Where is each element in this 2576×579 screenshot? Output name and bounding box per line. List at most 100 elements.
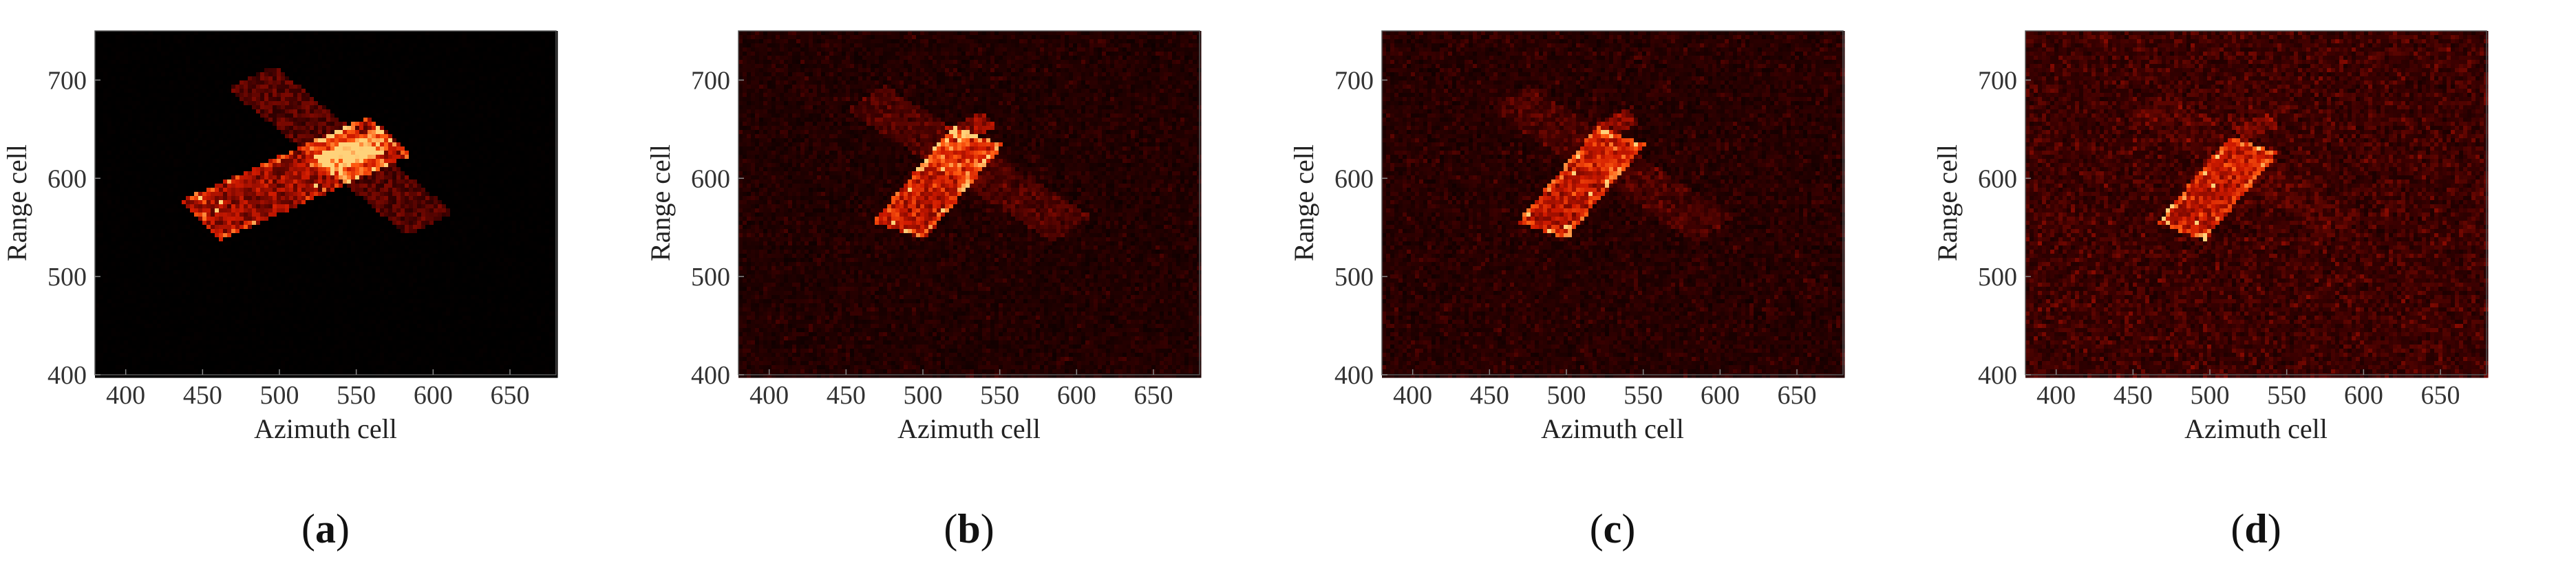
heatmap-cell xyxy=(99,43,104,48)
heatmap-cell xyxy=(103,146,108,151)
heatmap-cell xyxy=(165,43,170,48)
heatmap-cell xyxy=(425,163,430,168)
heatmap-cell xyxy=(306,39,310,44)
heatmap-cell xyxy=(537,109,542,114)
heatmap-cell xyxy=(363,43,368,48)
heatmap-cell xyxy=(450,171,455,176)
heatmap-cell xyxy=(520,130,525,135)
heatmap-cell xyxy=(277,146,281,151)
heatmap-cell xyxy=(475,126,480,131)
heatmap-cell xyxy=(512,126,517,131)
heatmap-cell xyxy=(173,134,178,139)
heatmap-cell xyxy=(359,134,364,139)
heatmap-cell xyxy=(215,101,220,106)
heatmap-cell xyxy=(380,85,385,89)
heatmap-cell xyxy=(541,188,546,193)
heatmap-cell xyxy=(107,163,112,168)
heatmap-cell xyxy=(496,208,500,213)
heatmap-cell xyxy=(223,76,228,81)
heatmap-cell xyxy=(347,109,352,114)
heatmap-cell xyxy=(145,101,149,106)
heatmap-cell xyxy=(529,105,533,110)
heatmap-cell xyxy=(140,39,145,44)
heatmap-cell xyxy=(194,130,199,135)
heatmap-cell xyxy=(326,43,331,48)
heatmap-cell xyxy=(244,72,248,77)
heatmap-cell xyxy=(384,72,389,77)
heatmap-cell xyxy=(359,151,364,155)
heatmap-cell xyxy=(491,47,496,52)
heatmap-cell xyxy=(458,179,463,184)
heatmap-cell xyxy=(434,76,438,81)
heatmap-cell xyxy=(355,105,360,110)
heatmap-cell xyxy=(297,184,302,188)
heatmap-cell xyxy=(438,179,443,184)
heatmap-cell xyxy=(524,72,529,77)
heatmap-cell xyxy=(223,56,228,61)
heatmap-cell xyxy=(446,130,451,135)
heatmap-cell xyxy=(153,155,158,160)
heatmap-cell xyxy=(111,184,116,188)
heatmap-cell xyxy=(372,122,376,127)
heatmap-cell xyxy=(95,89,100,94)
heatmap-cell xyxy=(252,204,257,209)
heatmap-cell xyxy=(401,68,405,73)
heatmap-cell xyxy=(95,60,100,65)
heatmap-cell xyxy=(491,155,496,160)
heatmap-cell xyxy=(111,101,116,106)
heatmap-cell xyxy=(314,126,319,131)
heatmap-cell xyxy=(244,159,248,164)
heatmap-cell xyxy=(153,52,158,56)
heatmap-cell xyxy=(322,146,327,151)
heatmap-cell xyxy=(334,39,339,44)
heatmap-cell xyxy=(446,105,451,110)
heatmap-cell xyxy=(479,151,484,155)
heatmap-cell xyxy=(487,200,492,205)
heatmap-cell xyxy=(169,134,174,139)
heatmap-cell xyxy=(541,113,546,118)
heatmap-cell xyxy=(95,85,100,89)
heatmap-cell xyxy=(264,109,269,114)
heatmap-cell xyxy=(405,196,409,201)
heatmap-cell xyxy=(355,76,360,81)
heatmap-cell xyxy=(256,208,261,213)
heatmap-cell xyxy=(401,134,405,139)
heatmap-cell xyxy=(256,43,261,48)
heatmap-cell xyxy=(273,93,277,98)
heatmap-cell xyxy=(405,113,409,118)
heatmap-cell xyxy=(483,171,488,176)
heatmap-cell xyxy=(326,130,331,135)
heatmap-cell xyxy=(438,151,443,155)
heatmap-cell xyxy=(198,105,203,110)
heatmap-cell xyxy=(111,76,116,81)
heatmap-cell xyxy=(471,167,476,172)
heatmap-cell xyxy=(161,113,166,118)
heatmap-cell xyxy=(458,142,463,147)
heatmap-cell xyxy=(529,134,533,139)
heatmap-cell xyxy=(161,192,166,197)
heatmap-cell xyxy=(116,171,120,176)
heatmap-cell xyxy=(173,64,178,69)
heatmap-cell xyxy=(173,113,178,118)
heatmap-cell xyxy=(128,151,133,155)
heatmap-cell xyxy=(297,52,302,56)
heatmap-cell xyxy=(330,179,335,184)
heatmap-cell xyxy=(256,113,261,118)
heatmap-cell xyxy=(190,39,195,44)
heatmap-cell xyxy=(376,118,381,122)
heatmap-cell xyxy=(380,163,385,168)
heatmap-cell xyxy=(95,138,100,143)
heatmap-cell xyxy=(95,76,100,81)
heatmap-cell xyxy=(405,52,409,56)
heatmap-cell xyxy=(504,35,509,40)
heatmap-cell xyxy=(487,159,492,164)
heatmap-cell xyxy=(140,179,145,184)
heatmap-cell xyxy=(504,97,509,102)
heatmap-cell xyxy=(310,43,315,48)
heatmap-cell xyxy=(401,159,405,164)
heatmap-cell xyxy=(215,179,220,184)
heatmap-cell xyxy=(227,56,232,61)
heatmap-cell xyxy=(471,35,476,40)
heatmap-cell xyxy=(330,146,335,151)
heatmap-cell xyxy=(339,134,343,139)
